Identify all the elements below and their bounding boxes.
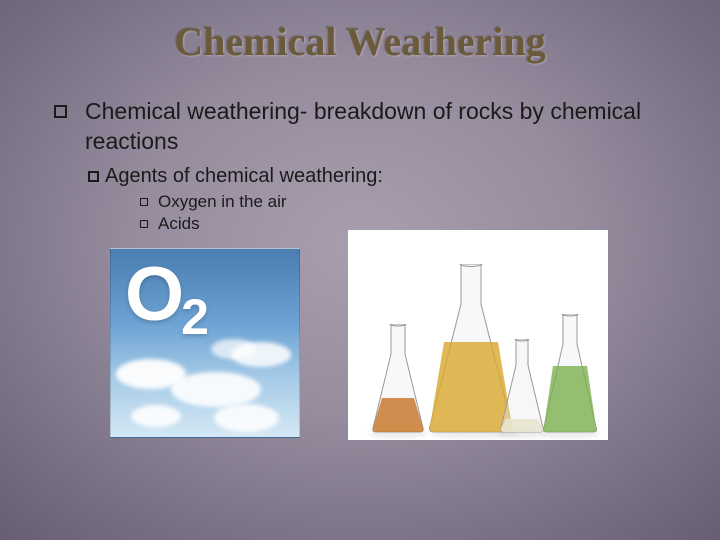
cloud-icon <box>131 405 181 427</box>
flask-icon <box>370 324 426 434</box>
subsub-text-1: Acids <box>158 214 200 234</box>
open-square-bullet-icon <box>140 198 148 206</box>
subsub-text-0: Oxygen in the air <box>158 192 287 212</box>
main-bullet-text: Chemical weathering- breakdown of rocks … <box>85 97 670 157</box>
sub-bullet-text: Agents of chemical weathering: <box>105 165 383 188</box>
main-bullet-row: Chemical weathering- breakdown of rocks … <box>54 97 670 157</box>
sub-bullet-row: Agents of chemical weathering: <box>88 165 670 188</box>
o2-symbol: O2 <box>125 261 206 329</box>
o2-letter: O <box>125 252 181 337</box>
square-bullet-icon <box>54 105 67 118</box>
flask-icon <box>540 314 600 434</box>
oxygen-image: O2 <box>110 248 300 440</box>
slide-container: Chemical Weathering Chemical weathering-… <box>0 0 720 540</box>
flasks-box <box>348 230 608 440</box>
flasks-image <box>348 248 608 440</box>
open-square-bullet-icon <box>140 220 148 228</box>
subsub-bullet-row-0: Oxygen in the air <box>140 192 670 212</box>
oxygen-sky-box: O2 <box>110 248 300 438</box>
slide-title: Chemical Weathering <box>50 18 670 65</box>
cloud-icon <box>211 339 256 359</box>
o2-subscript: 2 <box>181 289 206 345</box>
flask-icon <box>498 339 546 434</box>
cloud-icon <box>214 404 279 432</box>
cloud-icon <box>171 372 261 407</box>
image-row: O2 <box>110 248 670 440</box>
square-bullet-small-icon <box>88 171 99 182</box>
